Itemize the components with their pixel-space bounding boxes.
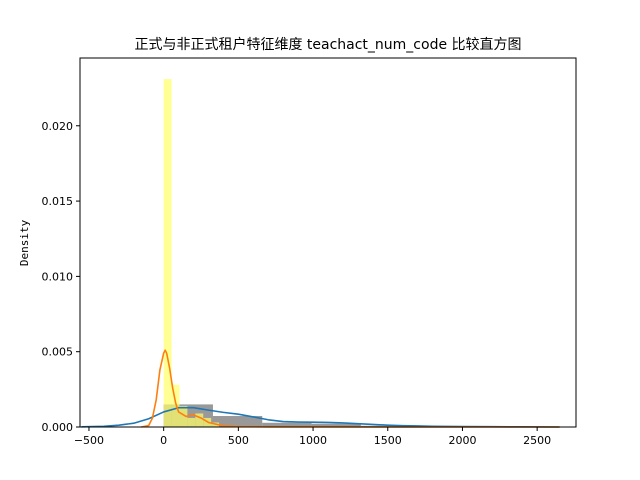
y-axis: 0.000 0.005 0.010 0.015 0.020 (42, 120, 80, 434)
series-b-bar (171, 384, 180, 427)
series-a-bar (212, 416, 263, 427)
y-tick-label: 0.010 (42, 270, 74, 283)
y-tick-label: 0.020 (42, 120, 74, 133)
series-a-kde-line (81, 406, 560, 428)
y-tick-label: 0.005 (42, 346, 74, 359)
chart-title: 正式与非正式租户特征维度 teachact_num_code 比较直方图 (134, 36, 521, 53)
x-axis: −500 0 500 1000 1500 2000 2500 (74, 427, 551, 447)
bars-layer (163, 79, 559, 427)
series-a-bar (262, 422, 312, 427)
x-tick-label: 1000 (299, 434, 327, 447)
series-b-bar (187, 417, 196, 427)
x-tick-label: −500 (74, 434, 104, 447)
x-tick-label: 2000 (448, 434, 476, 447)
kde-layer (81, 349, 560, 428)
y-tick-label: 0.015 (42, 195, 74, 208)
series-b-bar (163, 79, 172, 427)
series-a-bar (311, 423, 361, 427)
y-tick-label: 0.000 (42, 421, 74, 434)
x-tick-label: 500 (228, 434, 249, 447)
y-axis-title: Density (18, 219, 31, 266)
series-b-bar (179, 405, 188, 427)
x-tick-label: 2500 (523, 434, 551, 447)
plot-frame (79, 57, 577, 428)
x-tick-label: 1500 (374, 434, 402, 447)
series-b-bar (195, 413, 204, 427)
x-tick-label: 0 (160, 434, 167, 447)
